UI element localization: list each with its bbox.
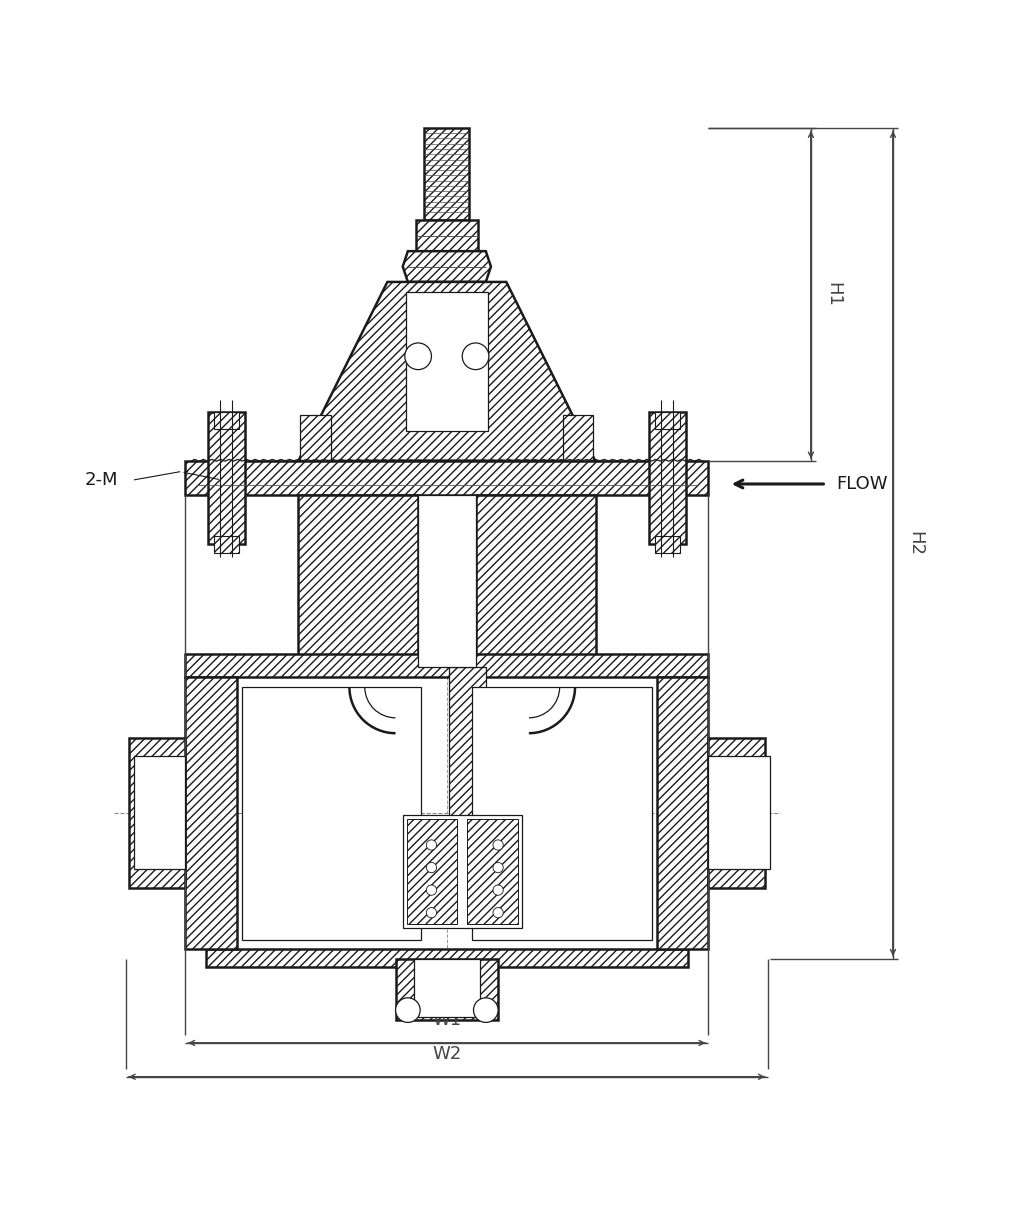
Polygon shape [214,413,238,428]
Text: 2-M: 2-M [85,471,118,489]
Polygon shape [709,756,770,869]
Polygon shape [406,292,488,431]
Circle shape [426,863,436,872]
Circle shape [426,885,436,895]
Polygon shape [300,415,331,472]
Circle shape [473,998,498,1022]
Polygon shape [205,949,688,967]
Polygon shape [185,676,236,949]
Circle shape [493,908,503,918]
Polygon shape [416,220,478,252]
Polygon shape [655,536,680,553]
Polygon shape [709,738,765,888]
Polygon shape [407,819,457,924]
Text: FLOW: FLOW [837,476,888,492]
Polygon shape [414,958,480,1018]
Polygon shape [298,282,596,461]
Polygon shape [185,655,709,676]
Polygon shape [449,667,486,877]
Circle shape [493,863,503,872]
Polygon shape [476,495,596,667]
Polygon shape [214,536,238,553]
Polygon shape [403,252,491,282]
Polygon shape [395,958,498,1020]
Circle shape [395,998,420,1022]
Polygon shape [129,738,185,888]
Polygon shape [563,415,594,472]
Polygon shape [655,413,680,428]
Polygon shape [241,687,421,940]
Circle shape [405,342,431,369]
Circle shape [426,840,436,851]
Polygon shape [403,816,522,928]
Text: W1: W1 [432,1012,461,1030]
Polygon shape [185,461,709,495]
Polygon shape [424,128,469,220]
Circle shape [462,342,489,369]
Polygon shape [467,819,518,924]
Polygon shape [657,676,709,949]
Text: H2: H2 [907,531,924,555]
Polygon shape [418,495,476,667]
Polygon shape [135,756,185,869]
Circle shape [426,908,436,918]
Text: H1: H1 [825,282,842,307]
Polygon shape [298,495,418,667]
Circle shape [493,885,503,895]
Text: W2: W2 [432,1045,461,1064]
Polygon shape [207,413,244,544]
Polygon shape [472,687,652,940]
Polygon shape [649,413,686,544]
Circle shape [493,840,503,851]
